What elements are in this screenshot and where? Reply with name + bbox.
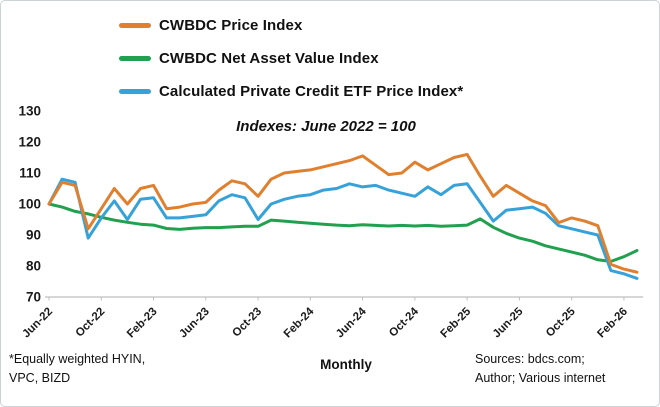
x-axis xyxy=(45,296,643,301)
footnote-etf-components: *Equally weighted HYIN, VPC, BIZD xyxy=(9,350,145,389)
series-line-1 xyxy=(47,202,639,263)
footnote-line: *Equally weighted HYIN, xyxy=(9,352,146,366)
y-tick-label: 120 xyxy=(18,135,41,150)
x-tick-label: Feb-24 xyxy=(282,305,317,340)
y-tick-label: 70 xyxy=(26,290,41,305)
legend-label: Calculated Private Credit ETF Price Inde… xyxy=(159,82,464,100)
y-tick-label: 130 xyxy=(18,104,41,119)
y-tick-label: 80 xyxy=(26,259,41,274)
x-tick-label: Oct-24 xyxy=(387,305,421,339)
orange-line-swatch-icon xyxy=(119,22,151,28)
x-axis-title: Monthly xyxy=(320,357,372,372)
series-line-2 xyxy=(47,177,639,280)
x-tick-label: Jun-25 xyxy=(491,305,526,340)
legend-item-nav-index: CWBDC Net Asset Value Index xyxy=(119,47,463,69)
x-tick-label: Jun-23 xyxy=(177,306,212,341)
x-tick-label: Feb-26 xyxy=(595,306,630,341)
x-tick-label: Oct-22 xyxy=(74,306,108,340)
footnote-sources: Sources: bdcs.com; Author; Various inter… xyxy=(475,350,605,389)
footnote-line: VPC, BIZD xyxy=(9,371,71,386)
footnote-line: Author; Various internet xyxy=(475,371,606,386)
x-tick-label: Oct-23 xyxy=(230,306,264,340)
x-tick-label: Feb-23 xyxy=(125,306,160,341)
x-tick-label: Feb-25 xyxy=(439,305,474,340)
y-tick-label: 90 xyxy=(26,228,41,243)
footnote-line: Sources: bdcs.com; xyxy=(475,352,585,366)
legend-label: CWBDC Net Asset Value Index xyxy=(159,49,379,67)
x-axis-labels: Jun-22 Oct-22 Feb-23 Jun-23 Oct-23 Feb-24 Jun-… xyxy=(20,305,630,340)
index-base-annotation: Indexes: June 2022 = 100 xyxy=(236,118,416,135)
x-tick-label: Oct-25 xyxy=(544,305,578,339)
y-tick-label: 100 xyxy=(18,197,41,212)
legend: CWBDC Price Index CWBDC Net Asset Value … xyxy=(119,14,463,113)
y-tick-label: 110 xyxy=(19,166,41,181)
legend-item-etf-index: Calculated Private Credit ETF Price Inde… xyxy=(119,80,463,102)
x-tick-label: Jun-22 xyxy=(20,306,55,341)
series-line-0 xyxy=(47,152,639,274)
blue-line-swatch-icon xyxy=(119,88,151,94)
green-line-swatch-icon xyxy=(119,55,151,61)
legend-label: CWBDC Price Index xyxy=(159,16,303,34)
y-axis-labels: 70 80 90 100 110 120 130 xyxy=(18,104,41,305)
x-tick-label: Jun-24 xyxy=(334,305,369,340)
legend-item-price-index: CWBDC Price Index xyxy=(119,14,463,36)
